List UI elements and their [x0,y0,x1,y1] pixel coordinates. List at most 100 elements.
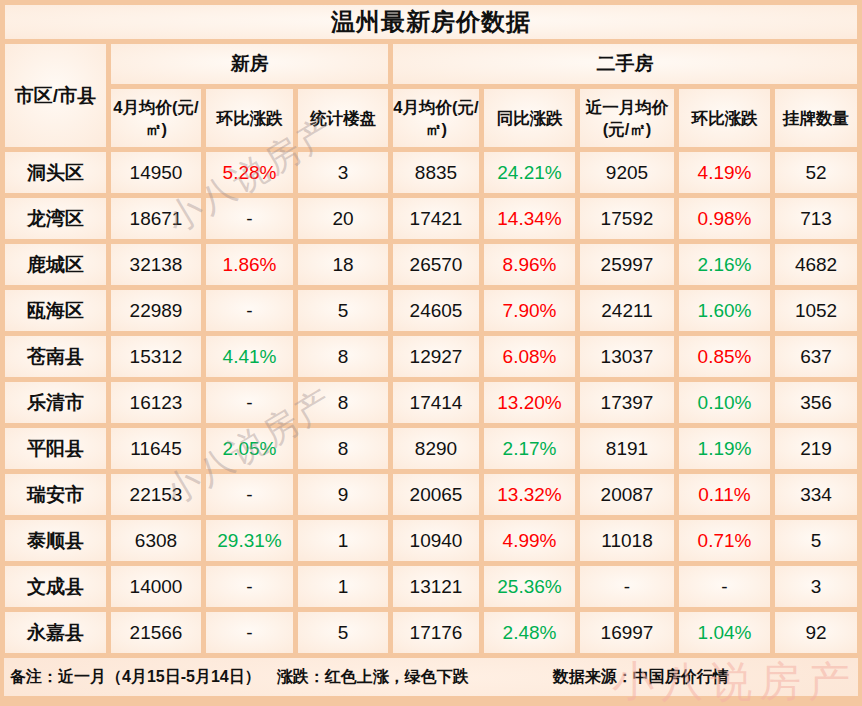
data-cell: 5 [298,290,388,331]
table-row: 鹿城区321381.86%18265708.96%259972.16%4682 [5,244,857,285]
data-cell: 1.86% [206,244,293,285]
region-cell: 乐清市 [5,382,106,423]
table-row: 苍南县153124.41%8129276.08%130370.85%637 [5,336,857,377]
data-cell: 8191 [580,428,674,469]
data-cell: 4.99% [484,520,575,561]
data-cell: - [206,290,293,331]
data-cell: 17421 [393,198,479,239]
column-header-row: 4月均价(元/㎡)环比涨跌统计楼盘4月均价(元/㎡)同比涨跌近一月均价(元/㎡)… [5,89,857,147]
column-header: 4月均价(元/㎡) [393,89,479,147]
data-cell: 1 [298,566,388,607]
data-cell: 24.21% [484,152,575,193]
data-cell: 32138 [111,244,201,285]
data-cell: 713 [775,198,857,239]
data-cell: 4.41% [206,336,293,377]
data-cell: 20065 [393,474,479,515]
data-cell: 3 [298,152,388,193]
footer-note: 备注：近一月（4月15日-5月14日） [10,667,261,688]
data-cell: 92 [775,612,857,653]
data-cell: 8.96% [484,244,575,285]
data-cell: 13.32% [484,474,575,515]
data-cell: 637 [775,336,857,377]
data-cell: 5 [298,612,388,653]
data-cell: 16997 [580,612,674,653]
data-cell: 21566 [111,612,201,653]
data-cell: 1.04% [679,612,770,653]
table-row: 永嘉县21566-5171762.48%169971.04%92 [5,612,857,653]
data-cell: 10940 [393,520,479,561]
data-cell: 25.36% [484,566,575,607]
region-cell: 鹿城区 [5,244,106,285]
footer-bar: 备注：近一月（4月15日-5月14日） 涨跌：红色上涨，绿色下跌 数据来源：中国… [0,658,862,704]
region-cell: 瑞安市 [5,474,106,515]
region-cell: 苍南县 [5,336,106,377]
region-cell: 平阳县 [5,428,106,469]
data-cell: 5 [775,520,857,561]
region-cell: 永嘉县 [5,612,106,653]
corner-header: 市区/市县 [5,44,106,147]
data-cell: - [206,382,293,423]
data-cell: 20 [298,198,388,239]
column-header: 环比涨跌 [679,89,770,147]
column-header: 统计楼盘 [298,89,388,147]
data-cell: 0.85% [679,336,770,377]
data-cell: 8 [298,428,388,469]
data-cell: 15312 [111,336,201,377]
data-cell: 2.05% [206,428,293,469]
data-cell: 11018 [580,520,674,561]
data-cell: 29.31% [206,520,293,561]
data-cell: 0.71% [679,520,770,561]
data-cell: 8 [298,382,388,423]
table-row: 洞头区149505.28%3883524.21%92054.19%52 [5,152,857,193]
data-cell: 25997 [580,244,674,285]
table-row: 文成县14000-11312125.36%--3 [5,566,857,607]
title-row: 温州最新房价数据 [5,5,857,39]
data-cell: 16123 [111,382,201,423]
data-cell: 5.28% [206,152,293,193]
table-row: 龙湾区18671-201742114.34%175920.98%713 [5,198,857,239]
data-cell: 17176 [393,612,479,653]
data-cell: 14.34% [484,198,575,239]
data-cell: 2.17% [484,428,575,469]
data-cell: 17414 [393,382,479,423]
table-row: 泰顺县630829.31%1109404.99%110180.71%5 [5,520,857,561]
group-header-secondhand-homes: 二手房 [393,44,857,84]
data-cell: - [206,474,293,515]
group-header-new-homes: 新房 [111,44,388,84]
data-cell: 13037 [580,336,674,377]
data-cell: 17592 [580,198,674,239]
data-cell: 2.48% [484,612,575,653]
data-cell: 8290 [393,428,479,469]
data-cell: 0.11% [679,474,770,515]
data-cell: 14950 [111,152,201,193]
data-cell: - [206,612,293,653]
page-title: 温州最新房价数据 [5,5,857,39]
footer-color-legend: 涨跌：红色上涨，绿色下跌 [277,667,469,688]
table-row: 瓯海区22989-5246057.90%242111.60%1052 [5,290,857,331]
footer-data-source: 数据来源：中国房价行情 [553,667,729,688]
price-table: 温州最新房价数据 市区/市县 新房 二手房 4月均价(元/㎡) 环比涨跌 统计楼盘 4… [0,0,862,658]
column-header: 挂牌数量 [775,89,857,147]
column-header: 近一月均价(元/㎡) [580,89,674,147]
data-cell: 11645 [111,428,201,469]
data-cell: - [679,566,770,607]
data-cell: 18 [298,244,388,285]
data-cell: 3 [775,566,857,607]
data-cell: 22153 [111,474,201,515]
data-cell: - [206,566,293,607]
region-cell: 文成县 [5,566,106,607]
region-cell: 瓯海区 [5,290,106,331]
table-row: 瑞安市22153-92006513.32%200870.11%334 [5,474,857,515]
infographic-canvas: 温州最新房价数据 市区/市县 新房 二手房 4月均价(元/㎡) 环比涨跌 统计楼盘 4… [0,0,862,706]
data-cell: 219 [775,428,857,469]
data-cell: 334 [775,474,857,515]
data-cell: 8 [298,336,388,377]
region-cell: 洞头区 [5,152,106,193]
data-cell: 22989 [111,290,201,331]
region-cell: 龙湾区 [5,198,106,239]
data-cell: 52 [775,152,857,193]
data-cell: 0.98% [679,198,770,239]
data-cell: 12927 [393,336,479,377]
table-row: 乐清市16123-81741413.20%173970.10%356 [5,382,857,423]
data-cell: 26570 [393,244,479,285]
